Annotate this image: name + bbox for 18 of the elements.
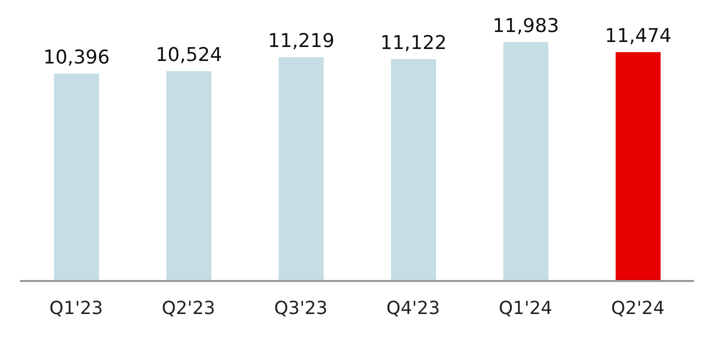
bar [616, 52, 661, 281]
x-tick-label: Q2'24 [611, 298, 665, 319]
data-label: 10,524 [156, 44, 222, 66]
x-tick-label: Q1'23 [49, 298, 103, 319]
x-tick-label: Q2'23 [162, 298, 216, 319]
data-label: 11,219 [268, 30, 334, 52]
data-label: 11,122 [380, 32, 447, 54]
data-label: 10,396 [43, 46, 110, 69]
bar [166, 71, 212, 281]
data-label: 11,474 [604, 25, 672, 48]
x-tick-label: Q3'23 [274, 298, 328, 319]
x-tick-label: Q1'24 [498, 298, 552, 319]
bar [278, 57, 324, 281]
bar [503, 42, 548, 281]
bar [54, 74, 99, 281]
data-label: 11,983 [492, 15, 560, 37]
x-tick-label: Q4'23 [386, 298, 440, 319]
bar [391, 59, 436, 281]
